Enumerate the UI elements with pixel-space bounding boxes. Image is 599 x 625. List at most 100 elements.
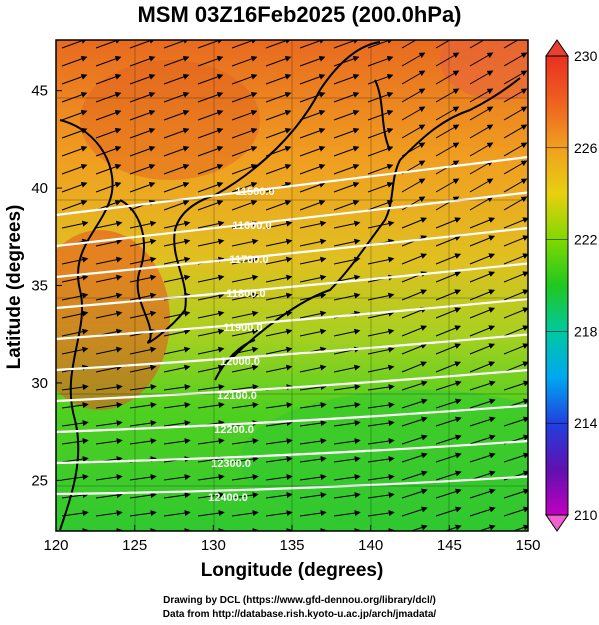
wind-arrow [61, 292, 89, 301]
wind-arrow [367, 91, 394, 103]
wind-arrow [503, 196, 528, 211]
wind-arrow [435, 307, 462, 319]
wind-arrow [61, 181, 88, 193]
colorbar: 230 226 222 218 214 210 [545, 39, 598, 532]
wind-arrow [231, 310, 259, 319]
wind-arrow [197, 73, 224, 85]
wind-arrow [299, 181, 326, 193]
wind-arrow [265, 474, 293, 481]
wind-arrow [367, 256, 395, 265]
wind-arrow [503, 217, 528, 229]
wind-vectors [61, 40, 528, 531]
wind-arrow [401, 142, 426, 157]
wind-arrow [265, 127, 292, 139]
wind-arrow [401, 52, 426, 67]
wind-arrow [401, 178, 426, 193]
wind-arrow [401, 253, 428, 265]
wind-arrow [333, 292, 361, 301]
wind-arrow [163, 438, 191, 445]
lon-tick-label: 130 [201, 537, 226, 554]
wind-arrow [469, 452, 496, 463]
wind-arrow [197, 91, 224, 103]
wind-arrow [503, 361, 528, 373]
wind-arrow [231, 364, 259, 373]
height-contour [56, 439, 528, 465]
wind-arrow [435, 289, 462, 301]
wind-arrow [367, 55, 394, 67]
wind-arrow [469, 253, 496, 265]
wind-arrow [231, 438, 259, 445]
wind-arrow [163, 510, 191, 517]
height-contour [56, 297, 528, 341]
wind-arrow [469, 307, 496, 319]
wind-arrow [197, 199, 224, 211]
wind-arrow [333, 274, 361, 283]
wind-arrow [197, 328, 225, 337]
wind-arrow [435, 196, 460, 211]
wind-arrow [299, 310, 327, 319]
wind-arrow [299, 274, 327, 283]
wind-arrow [367, 384, 395, 391]
wind-arrow [95, 256, 123, 265]
wind-arrow [299, 492, 327, 499]
wind-arrow [265, 492, 293, 499]
wind-arrow [299, 55, 326, 67]
wind-arrow [367, 292, 395, 301]
wind-arrow [95, 346, 123, 355]
colorbar-label: 222 [574, 232, 598, 248]
wind-arrow [265, 145, 292, 157]
wind-arrow [299, 364, 327, 373]
wind-arrow [469, 52, 494, 67]
wind-arrow [469, 506, 496, 517]
wind-arrow [367, 492, 395, 499]
lat-tick-label: 25 [31, 472, 48, 489]
map-title: MSM 03Z16Feb2025 (200.0hPa) [137, 2, 462, 27]
wind-arrow [435, 361, 462, 373]
wind-arrow [503, 253, 528, 265]
wind-arrow [435, 398, 462, 409]
wind-arrow [197, 384, 225, 391]
wind-arrow [163, 402, 191, 409]
wind-arrow [401, 124, 426, 139]
wind-arrow [129, 145, 156, 157]
wind-arrow [469, 160, 494, 175]
wind-arrow [197, 364, 225, 373]
wind-arrow [367, 181, 394, 193]
wind-arrow [367, 73, 394, 85]
wind-arrow [163, 220, 191, 229]
wind-arrow [435, 325, 462, 337]
height-contour [56, 155, 528, 217]
wind-arrow [95, 438, 123, 445]
wind-arrow [197, 474, 225, 481]
wind-arrow [95, 145, 122, 157]
contour-label: 12000.0 [220, 356, 260, 368]
wind-arrow [231, 55, 258, 67]
wind-arrow [129, 163, 156, 175]
colorbar-label: 210 [574, 507, 598, 523]
wind-arrow [163, 328, 191, 337]
wind-arrow [95, 292, 123, 301]
wind-arrow [231, 346, 259, 355]
wind-arrow [401, 217, 428, 229]
wind-arrow [299, 384, 327, 391]
wind-arrow [443, 524, 462, 531]
wind-arrow [95, 181, 122, 193]
map-figure: 11500.0 11600.0 11700.0 11800.0 11900.0 12000… [4, 39, 598, 581]
wind-arrow [299, 456, 327, 463]
wind-arrow [333, 384, 361, 391]
wind-arrow [367, 474, 395, 481]
wind-arrow [401, 289, 428, 301]
wind-arrow [299, 220, 327, 229]
wind-arrow [435, 380, 462, 391]
wind-arrow [61, 384, 89, 391]
wind-arrow [129, 438, 157, 445]
wind-arrow [231, 492, 259, 499]
wind-arrow [469, 343, 496, 355]
wind-arrow [95, 474, 123, 481]
wind-arrow [129, 127, 156, 139]
wind-arrow [61, 402, 89, 409]
wind-arrow [129, 274, 157, 283]
wind-arrow [469, 416, 496, 427]
wind-arrow [367, 402, 395, 409]
lon-tick-label: 135 [279, 537, 304, 554]
